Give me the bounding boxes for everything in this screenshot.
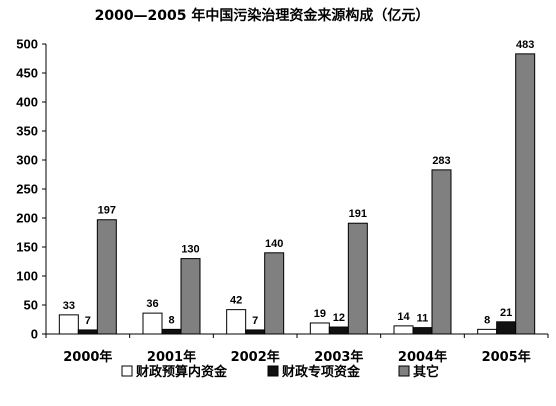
data-label: 21 [500,307,512,319]
legend-item: 其它 [398,364,439,380]
y-tick-label: 150 [16,240,38,255]
data-label: 36 [146,298,158,310]
x-tick-label: 2001年 [147,349,196,365]
data-label: 191 [349,208,367,220]
bar-special [161,328,182,335]
bar-other [180,258,201,335]
legend-item: 财政预算内资金 [121,364,228,380]
data-label: 130 [181,244,199,256]
x-tick-label: 2005年 [482,349,531,365]
y-tick-label: 400 [16,95,38,110]
data-label: 14 [397,311,410,323]
y-tick-label: 450 [16,66,38,81]
data-label: 483 [516,39,534,51]
bar-special [245,329,266,335]
data-label: 283 [432,155,450,167]
data-label: 140 [265,238,283,250]
plot-area: 0501001502002503003504004505003371972000… [16,37,549,365]
y-tick-label: 50 [24,298,38,313]
bar-other [347,222,368,335]
legend-swatch [398,365,410,377]
data-label: 8 [168,314,174,326]
legend-label: 财政专项资金 [282,364,361,380]
bar-other [264,252,285,335]
bar-other [96,219,117,335]
bar-budget [58,314,79,335]
data-label: 11 [417,313,429,325]
bar-special [328,326,349,335]
data-label: 42 [230,295,242,307]
bar-budget [309,322,330,335]
data-label: 7 [85,315,91,327]
x-tick-label: 2003年 [314,349,363,365]
legend-swatch [267,365,279,377]
y-tick-label: 300 [16,153,38,168]
bar-special [496,321,517,335]
legend-item: 财政专项资金 [267,364,361,380]
bar-budget [142,312,163,335]
x-tick-label: 2002年 [231,349,280,365]
bar-special [412,327,433,335]
x-tick-label: 2004年 [398,349,447,365]
legend: 财政预算内资金 财政专项资金 其它 [121,364,439,380]
y-tick-label: 250 [16,182,38,197]
data-label: 33 [63,300,75,312]
legend-label: 其它 [413,364,439,380]
bar-budget [393,325,414,335]
data-label: 197 [98,205,116,217]
bar-budget [226,309,247,335]
bar-other [431,169,452,335]
bar-budget [477,328,498,335]
chart-title: 2000—2005 年中国污染治理资金来源构成（亿元） [95,7,430,24]
legend-swatch [121,365,133,377]
bar-special [77,329,98,335]
y-tick-label: 500 [16,37,38,52]
y-tick-label: 350 [16,124,38,139]
legend-label: 财政预算内资金 [136,364,228,380]
data-label: 19 [314,308,326,320]
y-tick-label: 0 [31,327,38,342]
bar-other [515,53,536,335]
y-tick-label: 200 [16,211,38,226]
x-tick-label: 2000年 [63,349,112,365]
y-tick-label: 100 [16,269,38,284]
data-label: 12 [333,312,345,324]
data-label: 7 [252,315,258,327]
data-label: 8 [484,314,490,326]
